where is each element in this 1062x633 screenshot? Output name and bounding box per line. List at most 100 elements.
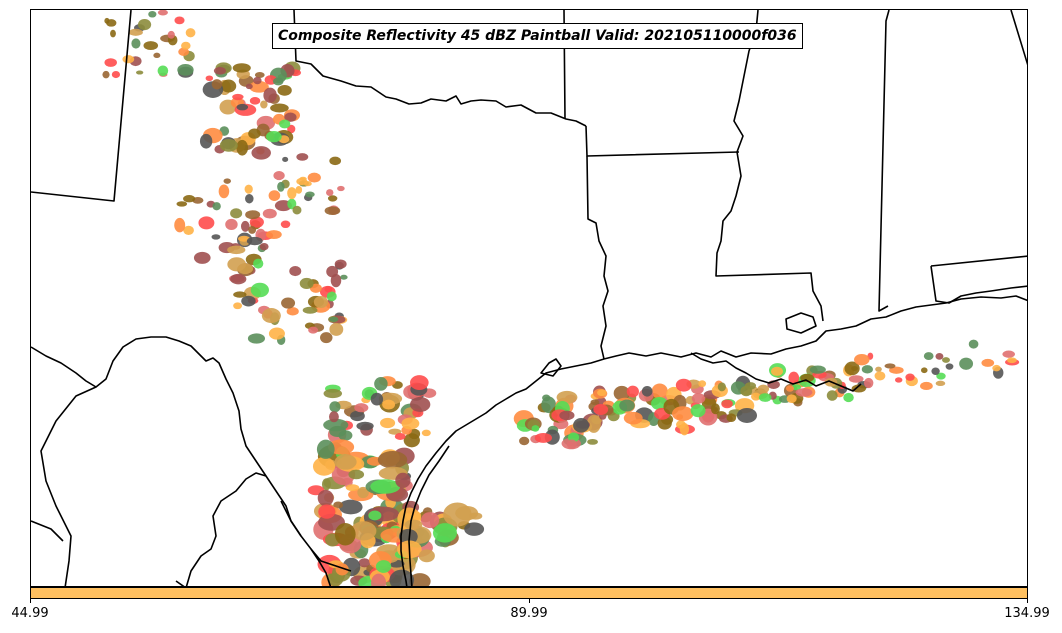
reflectivity-blob bbox=[317, 489, 334, 507]
reflectivity-blob bbox=[253, 258, 264, 269]
reflectivity-blob bbox=[211, 79, 223, 90]
reflectivity-blob bbox=[464, 522, 485, 536]
reflectivity-blob bbox=[401, 417, 420, 430]
reflectivity-blob bbox=[268, 327, 285, 340]
reflectivity-blob bbox=[354, 403, 369, 413]
reflectivity-blob bbox=[531, 425, 540, 432]
reflectivity-blob bbox=[312, 457, 336, 476]
reflectivity-blob bbox=[230, 273, 247, 285]
reflectivity-blob bbox=[757, 384, 770, 394]
reflectivity-blob bbox=[174, 217, 186, 233]
reflectivity-blob bbox=[388, 428, 402, 435]
reflectivity-blob bbox=[421, 429, 431, 437]
reflectivity-blob bbox=[329, 156, 342, 166]
reflectivity-blob bbox=[920, 381, 933, 391]
reflectivity-blob bbox=[443, 502, 472, 527]
reflectivity-blob bbox=[936, 372, 946, 380]
reflectivity-blob bbox=[289, 266, 302, 277]
reflectivity-blob bbox=[786, 394, 797, 404]
rio-grande-boundary bbox=[31, 336, 332, 586]
reflectivity-blob bbox=[848, 375, 864, 383]
reflectivity-blob bbox=[284, 112, 297, 122]
reflectivity-blob bbox=[672, 406, 694, 422]
reflectivity-blob bbox=[345, 484, 360, 492]
reflectivity-blob bbox=[350, 410, 365, 422]
reflectivity-blob bbox=[302, 306, 318, 314]
reflectivity-blob bbox=[245, 210, 261, 220]
reflectivity-blob bbox=[254, 72, 265, 79]
reflectivity-blob bbox=[403, 433, 420, 448]
reflectivity-blob bbox=[809, 365, 826, 374]
sabine-boundary bbox=[586, 155, 609, 360]
reflectivity-blob bbox=[420, 512, 440, 529]
reflectivity-blob bbox=[534, 432, 553, 443]
reflectivity-blob bbox=[205, 75, 214, 82]
reflectivity-blob bbox=[240, 220, 250, 232]
reflectivity-blob bbox=[176, 201, 188, 207]
reflectivity-blob bbox=[104, 17, 110, 24]
reflectivity-blob bbox=[785, 385, 795, 392]
reflectivity-blob bbox=[318, 504, 336, 519]
reflectivity-blob bbox=[374, 376, 388, 391]
reflectivity-blob bbox=[292, 205, 302, 215]
reflectivity-blob bbox=[519, 436, 530, 446]
reflectivity-blob bbox=[981, 358, 995, 367]
reflectivity-blob bbox=[626, 385, 639, 398]
colorbar-tick-right bbox=[1027, 599, 1028, 603]
reflectivity-blob bbox=[758, 393, 772, 402]
reflectivity-blob bbox=[282, 156, 289, 162]
reflectivity-blob bbox=[619, 399, 635, 412]
reflectivity-blob bbox=[691, 393, 706, 404]
reflectivity-blob bbox=[921, 367, 928, 374]
reflectivity-blob bbox=[110, 29, 116, 38]
reflectivity-blob bbox=[223, 178, 231, 184]
reflectivity-blob bbox=[370, 392, 384, 406]
reflectivity-blob bbox=[717, 382, 726, 392]
reflectivity-blob bbox=[212, 202, 221, 211]
mississippi-boundary bbox=[715, 10, 824, 322]
reflectivity-blob bbox=[183, 225, 194, 235]
reflectivity-blob bbox=[246, 236, 263, 246]
reflectivity-blob bbox=[875, 366, 882, 372]
reflectivity-blob bbox=[323, 388, 343, 399]
reflectivity-blob bbox=[329, 411, 339, 423]
reflectivity-blob bbox=[726, 413, 737, 423]
reflectivity-blob bbox=[327, 195, 338, 202]
reflectivity-blob bbox=[128, 28, 143, 36]
reflectivity-blob bbox=[326, 265, 339, 278]
reflectivity-blob bbox=[295, 186, 303, 194]
map-panel: Composite Reflectivity 45 dBZ Paintball … bbox=[30, 9, 1028, 587]
reflectivity-blob bbox=[185, 28, 196, 38]
panhandle-boundary bbox=[31, 10, 132, 202]
reflectivity-blob bbox=[296, 153, 309, 161]
reflectivity-blob bbox=[253, 76, 262, 85]
reflectivity-blob bbox=[1007, 357, 1017, 364]
reflectivity-blob bbox=[395, 472, 411, 489]
reflectivity-blob bbox=[854, 353, 870, 366]
reflectivity-blob bbox=[389, 569, 415, 586]
reflectivity-blob bbox=[263, 87, 277, 103]
reflectivity-blob bbox=[307, 172, 321, 183]
reflectivity-blob bbox=[279, 119, 291, 129]
reflectivity-blob bbox=[736, 407, 758, 423]
reflectivity-blob bbox=[894, 377, 903, 383]
reflectivity-blob bbox=[102, 70, 110, 79]
reflectivity-blob bbox=[334, 454, 357, 470]
reflectivity-blob bbox=[329, 322, 344, 336]
reflectivity-blob bbox=[219, 138, 238, 152]
reflectivity-blob bbox=[241, 295, 256, 307]
reflectivity-blob bbox=[377, 451, 408, 469]
reflectivity-blob bbox=[198, 216, 215, 230]
reflectivity-blob bbox=[220, 79, 237, 93]
reflectivity-blob bbox=[418, 549, 435, 563]
reflectivity-blob bbox=[280, 220, 291, 229]
reflectivity-blob bbox=[270, 103, 289, 113]
reflectivity-blob bbox=[143, 41, 159, 51]
reflectivity-blob bbox=[250, 282, 269, 298]
reflectivity-blob bbox=[148, 10, 157, 18]
reflectivity-blob bbox=[337, 185, 345, 192]
reflectivity-blob bbox=[382, 399, 396, 410]
reflectivity-blob bbox=[268, 190, 281, 201]
reflectivity-blob bbox=[593, 403, 609, 416]
reflectivity-blob bbox=[329, 401, 341, 413]
